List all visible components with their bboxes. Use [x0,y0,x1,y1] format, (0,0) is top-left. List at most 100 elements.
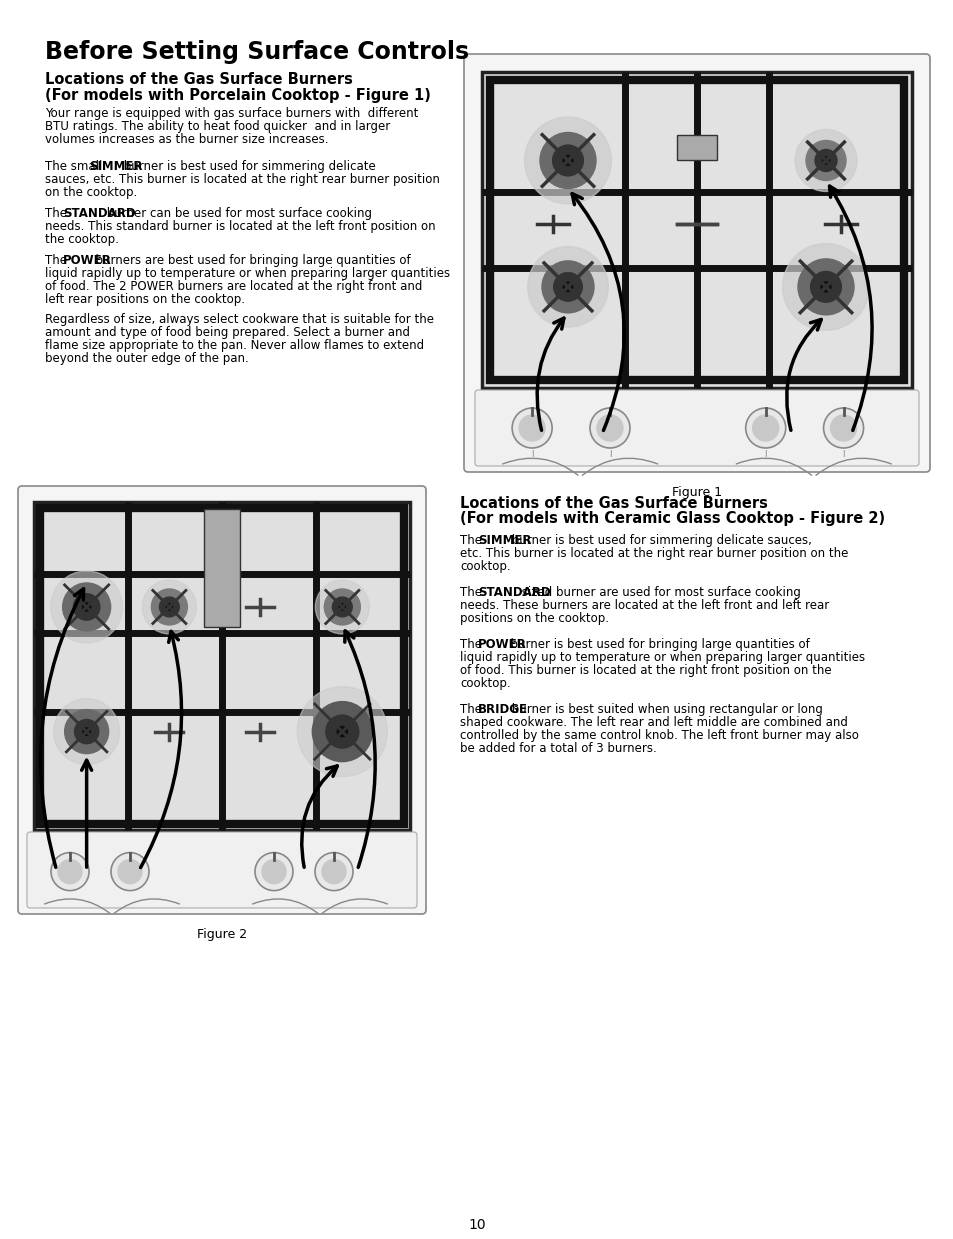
Circle shape [781,244,868,331]
Text: of food. This burner is located at the right front position on the: of food. This burner is located at the r… [459,664,831,676]
Circle shape [324,589,360,624]
Circle shape [166,603,172,610]
FancyBboxPatch shape [18,486,426,914]
Text: The: The [45,254,71,266]
Text: flame size appropriate to the pan. Never allow flames to extend: flame size appropriate to the pan. Never… [45,339,424,352]
Text: (For models with Ceramic Glass Cooktop - Figure 2): (For models with Ceramic Glass Cooktop -… [459,510,884,527]
Circle shape [524,116,611,204]
Text: The small: The small [45,160,106,173]
Text: burner is best used for simmering delicate: burner is best used for simmering delica… [120,160,375,173]
Circle shape [58,860,82,883]
Circle shape [111,852,149,891]
Circle shape [339,603,345,610]
Circle shape [814,150,836,171]
Text: STANDARD: STANDARD [63,207,135,221]
Circle shape [562,155,573,166]
Text: cooktop.: cooktop. [459,676,510,690]
Text: burner can be used for most surface cooking: burner can be used for most surface cook… [103,207,372,221]
Circle shape [821,157,829,164]
Circle shape [65,710,109,753]
Text: liquid rapidly up to temperature or when preparing larger quantities: liquid rapidly up to temperature or when… [459,650,864,664]
Circle shape [822,408,862,449]
Circle shape [312,701,372,762]
Circle shape [553,273,581,301]
Circle shape [142,580,196,634]
Text: Locations of the Gas Surface Burners: Locations of the Gas Surface Burners [459,496,767,510]
Circle shape [805,140,845,181]
Circle shape [589,408,629,449]
FancyBboxPatch shape [463,55,929,472]
Bar [677,135,717,161]
Circle shape [262,860,286,883]
Circle shape [83,603,91,611]
Circle shape [562,282,572,291]
Text: The: The [459,586,485,598]
Text: left rear positions on the cooktop.: left rear positions on the cooktop. [45,292,245,306]
Bar [204,508,240,627]
Circle shape [51,852,89,891]
Circle shape [326,715,358,748]
Text: the cooktop.: the cooktop. [45,233,119,247]
Circle shape [63,584,111,631]
Circle shape [518,415,544,441]
Circle shape [315,580,369,634]
Bar [40,508,403,824]
Bar [481,72,911,388]
FancyBboxPatch shape [27,833,416,908]
Text: volumes increases as the burner size increases.: volumes increases as the burner size inc… [45,133,328,146]
Circle shape [821,281,830,292]
Circle shape [752,415,778,441]
Circle shape [254,852,293,891]
Text: The: The [459,703,485,716]
Text: sized burner are used for most surface cooking: sized burner are used for most surface c… [517,586,801,598]
Text: |: | [763,450,766,457]
Circle shape [539,133,596,188]
Circle shape [53,699,119,764]
Bar [490,81,903,380]
Text: The: The [45,207,71,221]
Circle shape [314,852,353,891]
Text: positions on the cooktop.: positions on the cooktop. [459,612,608,624]
Circle shape [297,686,387,777]
Text: etc. This burner is located at the right rear burner position on the: etc. This burner is located at the right… [459,546,847,560]
Circle shape [159,597,179,617]
Text: |: | [531,450,533,457]
Text: Your range is equipped with gas surface burners with  different: Your range is equipped with gas surface … [45,107,418,120]
Text: BRIDGE: BRIDGE [477,703,527,716]
Circle shape [552,145,583,176]
Text: 10: 10 [468,1218,485,1232]
Text: SIMMER: SIMMER [90,160,143,173]
Circle shape [597,415,622,441]
Text: needs. These burners are located at the left front and left rear: needs. These burners are located at the … [459,598,828,612]
Text: burner is best used for bringing large quantities of: burner is best used for bringing large q… [502,638,809,650]
Text: controlled by the same control knob. The left front burner may also: controlled by the same control knob. The… [459,729,858,742]
Text: amount and type of food being prepared. Select a burner and: amount and type of food being prepared. … [45,326,410,339]
Text: |: | [841,450,843,457]
Circle shape [332,597,352,617]
Circle shape [322,860,346,883]
Text: needs. This standard burner is located at the left front position on: needs. This standard burner is located a… [45,221,436,233]
Circle shape [745,408,785,449]
Text: burner is best used for simmering delicate sauces,: burner is best used for simmering delica… [508,534,811,546]
Text: be added for a total of 3 burners.: be added for a total of 3 burners. [459,742,656,755]
Text: liquid rapidly up to temperature or when preparing larger quantities: liquid rapidly up to temperature or when… [45,266,450,280]
Circle shape [810,271,841,302]
Text: STANDARD: STANDARD [477,586,550,598]
Circle shape [74,720,99,743]
Text: on the cooktop.: on the cooktop. [45,186,137,199]
Text: of food. The 2 POWER burners are located at the right front and: of food. The 2 POWER burners are located… [45,280,422,292]
Circle shape [794,130,856,192]
Text: Figure 1: Figure 1 [671,486,721,499]
Text: burners are best used for bringing large quantities of: burners are best used for bringing large… [88,254,411,266]
Circle shape [51,571,123,643]
Text: cooktop.: cooktop. [459,560,510,572]
Text: sauces, etc. This burner is located at the right rear burner position: sauces, etc. This burner is located at t… [45,173,439,186]
Circle shape [797,259,853,315]
Text: Before Setting Surface Controls: Before Setting Surface Controls [45,40,469,64]
Text: |: | [608,450,611,457]
Text: Figure 2: Figure 2 [196,928,247,940]
Text: POWER: POWER [477,638,526,650]
Circle shape [118,860,142,883]
Text: burner is best suited when using rectangular or long: burner is best suited when using rectang… [508,703,822,716]
Text: BTU ratings. The ability to heat food quicker  and in larger: BTU ratings. The ability to heat food qu… [45,120,390,133]
